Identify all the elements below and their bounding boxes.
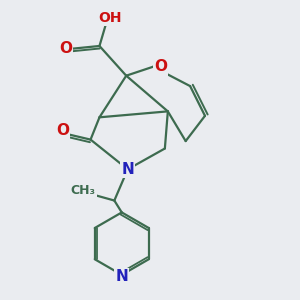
Text: OH: OH (99, 11, 122, 25)
Text: O: O (56, 123, 69, 138)
Text: O: O (59, 41, 72, 56)
Text: N: N (116, 269, 128, 284)
Text: O: O (154, 59, 167, 74)
Text: CH₃: CH₃ (70, 184, 96, 196)
Text: N: N (121, 162, 134, 177)
